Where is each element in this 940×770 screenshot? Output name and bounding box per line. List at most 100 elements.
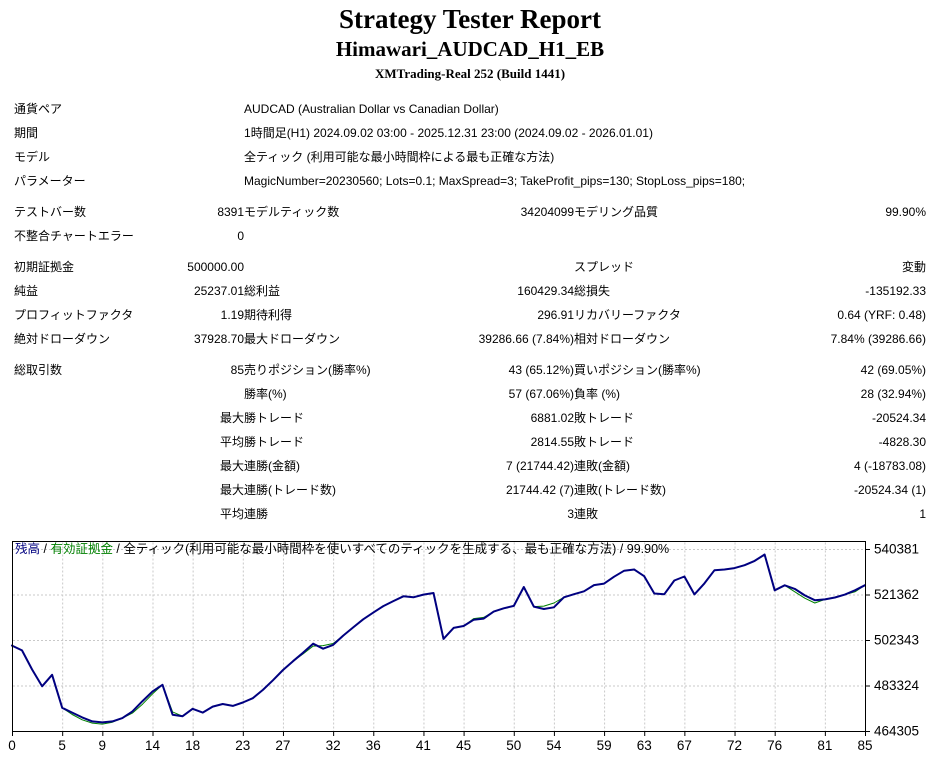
x-tick-label: 18 (185, 738, 200, 753)
equity-line (11, 553, 866, 725)
stat-value: 21744.42 (7) (505, 482, 575, 497)
stat-value: 57 (67.06%) (508, 386, 575, 401)
stat-label: 最大ドローダウン (244, 332, 341, 347)
stat-label (14, 382, 166, 406)
stat-value: 28 (32.94%) (860, 386, 927, 401)
stat-label: 総利益 (244, 284, 281, 299)
plot-border (12, 540, 866, 732)
stat-value: -135192.33 (865, 283, 927, 298)
table-row: 最大 連勝(トレード数) 21744.42 (7) 連敗(トレード数) -20524.3… (14, 478, 926, 502)
spacer-cell (14, 248, 926, 255)
stat-value: 1 (919, 506, 927, 521)
stat-value: -20524.34 (871, 410, 927, 425)
stat-label: 負率 (%) (574, 387, 621, 402)
stat-label (14, 478, 166, 502)
x-tick-label: 23 (235, 738, 250, 753)
table-row: 総取引数 85 売りポジション(勝率%) 43 (65.12%) 買いポジション(勝率%… (14, 358, 926, 382)
table-row: テストバー数 8391 モデルティック数 34204099 モデリング品質 99.90% (14, 200, 926, 224)
stat-value: -4828.30 (878, 434, 927, 449)
stat-value: 34204099 (520, 204, 575, 219)
spacer-row (14, 193, 926, 200)
stat-label: 総損失 (574, 284, 611, 299)
stat-label: 勝率(%) (244, 387, 287, 402)
expert-name: Himawari_AUDCAD_H1_EB (335, 36, 605, 61)
stat-label: 連勝(金額) (244, 459, 301, 474)
stat-value: 1.19 (220, 307, 245, 322)
stat-label: 純益 (14, 284, 39, 299)
table-row: 平均 勝トレード 2814.55 敗トレード -4828.30 (14, 430, 926, 454)
stat-value: 25237.01 (193, 283, 245, 298)
info-value: AUDCAD (Australian Dollar vs Canadian Do… (244, 101, 499, 116)
stat-label: スプレッド (574, 260, 635, 275)
stat-label (574, 224, 749, 248)
balance-line (11, 553, 866, 724)
stat-value: 4 (-18783.08) (853, 458, 927, 473)
spacer-row (14, 248, 926, 255)
table-row: 純益 25237.01 総利益 160429.34 総損失 -135192.33 (14, 279, 926, 303)
stat-label: 敗トレード (574, 435, 635, 450)
x-tick-label: 54 (546, 738, 562, 753)
report-header: Strategy Tester Report Himawari_AUDCAD_H… (0, 0, 940, 82)
stat-value: 8391 (217, 204, 245, 219)
stat-label (244, 255, 414, 279)
table-row: 最大 連勝(金額) 7 (21744.42) 連敗(金額) 4 (-18783.08) (14, 454, 926, 478)
x-tick-label: 32 (326, 738, 341, 753)
stat-value: 37928.70 (193, 331, 245, 346)
table-row: 通貨ペア AUDCAD (Australian Dollar vs Canadia… (14, 97, 926, 121)
stat-label: 連勝(トレード数) (244, 483, 337, 498)
chart-legend: 残高 / 有効証拠金 / 全ティック(利用可能な最小時間枠を使いすべてのティック… (15, 541, 669, 556)
stat-value: 3 (567, 506, 575, 521)
stat-value: 0.64 (YRF: 0.48) (837, 307, 927, 322)
stat-value: 2814.55 (530, 434, 575, 449)
stat-label: 売りポジション(勝率%) (244, 363, 371, 378)
stat-value: 0 (237, 228, 245, 243)
stat-label (14, 406, 166, 430)
stat-label: 買いポジション(勝率%) (574, 363, 701, 378)
x-tick-label: 76 (767, 738, 782, 753)
y-tick-label: 464305 (874, 723, 919, 738)
stat-value: 平均 (220, 507, 245, 522)
y-tick-label: 483324 (874, 678, 920, 693)
stat-label (14, 502, 166, 526)
spacer-row (14, 351, 926, 358)
stat-value: 変動 (902, 260, 927, 275)
stat-label: 連勝 (244, 507, 269, 522)
stat-value (166, 382, 244, 406)
stat-value: -20524.34 (1) (853, 482, 927, 497)
info-label: モデル (14, 150, 51, 165)
report-stats-table: 通貨ペア AUDCAD (Australian Dollar vs Canadia… (14, 97, 926, 526)
stat-value: 296.91 (537, 307, 575, 322)
info-value: 全ティック (利用可能な最小時間枠による最も正確な方法) (244, 150, 555, 165)
table-row: 最大 勝トレード 6881.02 敗トレード -20524.34 (14, 406, 926, 430)
stat-label: プロフィットファクタ (14, 308, 134, 323)
stat-value (749, 224, 926, 248)
x-tick-label: 59 (597, 738, 612, 753)
stat-label: 期待利得 (244, 308, 293, 323)
x-tick-label: 14 (145, 738, 161, 753)
x-tick-label: 72 (727, 738, 742, 753)
balance-chart: 540381 521362 502343 483324 464305 0 5 9 14 18 23 2… (0, 537, 940, 770)
table-row: プロフィットファクタ 1.19 期待利得 296.91 リカバリーファクタ 0.64 (Y… (14, 303, 926, 327)
stat-label: 相対ドローダウン (574, 332, 671, 347)
table-row: パラメーター MagicNumber=20230560; Lots=0.1; Ma… (14, 169, 926, 193)
x-tick-label: 0 (8, 738, 16, 753)
spacer-cell (14, 193, 926, 200)
stat-value: 平均 (220, 435, 245, 450)
x-tick-label: 67 (677, 738, 692, 753)
x-tick-label: 63 (637, 738, 652, 753)
x-tick-label: 50 (506, 738, 521, 753)
stat-label: モデリング品質 (574, 205, 659, 220)
stat-label: モデルティック数 (244, 205, 340, 220)
table-row: 不整合チャートエラー 0 (14, 224, 926, 248)
x-tick-label: 45 (456, 738, 471, 753)
stat-value: 最大 (220, 483, 245, 498)
table-row: モデル 全ティック (利用可能な最小時間枠による最も正確な方法) (14, 145, 926, 169)
stat-label (244, 224, 414, 248)
server-build: XMTrading-Real 252 (Build 1441) (374, 65, 566, 81)
stat-label: 勝トレード (244, 411, 305, 426)
stat-label (14, 454, 166, 478)
table-row: 初期証拠金 500000.00 スプレッド 変動 (14, 255, 926, 279)
